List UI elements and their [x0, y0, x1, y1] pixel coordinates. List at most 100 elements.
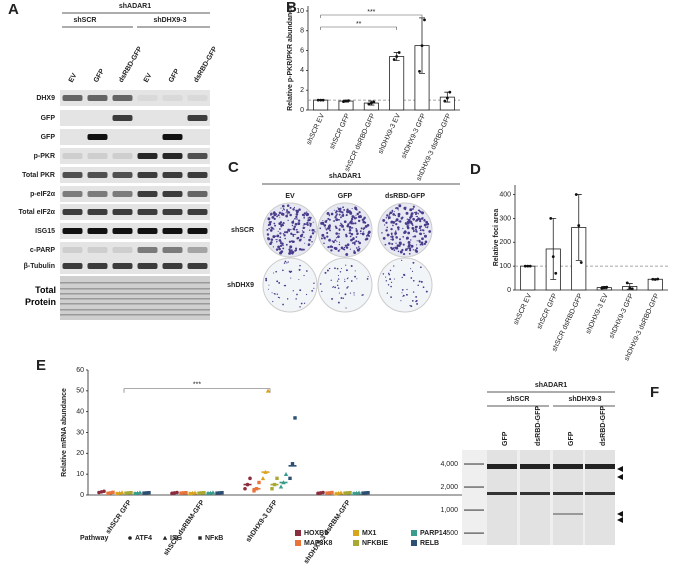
colony	[348, 229, 352, 232]
colony	[302, 231, 305, 234]
subgroup-label: shDHX9-3	[568, 396, 601, 403]
colony	[279, 244, 283, 247]
colony	[276, 239, 278, 241]
colony	[361, 232, 365, 236]
colony	[419, 225, 422, 228]
data-point	[602, 286, 606, 290]
colony	[314, 231, 316, 233]
colony	[406, 224, 408, 226]
data-point	[321, 490, 325, 495]
colony	[354, 243, 356, 246]
data-point	[199, 491, 204, 495]
lane-label: EV	[143, 72, 154, 84]
colony	[283, 262, 286, 264]
colony	[416, 240, 418, 242]
colony	[339, 271, 342, 273]
colony	[415, 300, 417, 303]
blot-band	[162, 134, 183, 140]
colony	[412, 249, 414, 251]
colony	[415, 225, 418, 228]
colony	[338, 210, 341, 213]
colony	[391, 242, 394, 246]
colony	[299, 289, 302, 292]
colony	[403, 231, 406, 234]
colony	[389, 278, 392, 281]
row-label: shSCR	[231, 227, 254, 234]
colony	[286, 298, 289, 300]
colony	[344, 244, 347, 247]
colony	[395, 218, 399, 222]
panel-letter: A	[8, 1, 19, 18]
data-point	[293, 416, 297, 420]
colony	[385, 276, 387, 278]
colony	[346, 277, 349, 280]
colony	[423, 234, 427, 238]
blot-band	[187, 228, 208, 234]
colony	[419, 210, 422, 213]
colony	[407, 240, 411, 244]
colony	[299, 306, 301, 308]
y-tick-label: 300	[499, 215, 511, 222]
colony	[386, 292, 388, 294]
blot-band	[187, 115, 208, 121]
data-point	[577, 224, 581, 227]
colony	[336, 213, 338, 215]
data-point	[348, 491, 352, 495]
colony	[424, 218, 426, 221]
data-point	[420, 44, 424, 48]
colony	[293, 206, 295, 209]
well	[317, 257, 373, 313]
colony	[340, 297, 343, 299]
gel-band	[520, 464, 550, 469]
colony	[274, 235, 277, 238]
colony	[296, 293, 298, 296]
blot-band	[112, 153, 133, 159]
y-tick-label: 10	[76, 471, 84, 478]
colony	[395, 223, 398, 225]
significance-label: **	[356, 21, 362, 28]
colony	[280, 250, 284, 254]
protein-stripe	[60, 282, 210, 284]
colony	[288, 248, 291, 251]
colony	[401, 216, 404, 219]
colony	[385, 280, 388, 282]
colony	[308, 216, 311, 219]
colony	[272, 246, 275, 248]
colony	[408, 247, 412, 250]
colony	[391, 211, 394, 213]
colony	[282, 247, 285, 250]
colony	[363, 216, 366, 220]
blot-row-label: Total Protein	[24, 285, 56, 307]
colony	[304, 242, 306, 244]
colony	[337, 287, 340, 289]
colony	[354, 206, 357, 210]
column-label: GFP	[338, 193, 353, 200]
colony	[388, 242, 391, 245]
colony	[417, 212, 419, 215]
colony	[287, 228, 291, 232]
data-point	[254, 487, 259, 491]
data-point	[443, 99, 447, 103]
blot-band	[87, 95, 108, 101]
colony	[297, 219, 301, 222]
colony	[280, 242, 282, 244]
x-tick-label: shSCR dsRBD-GFP	[551, 292, 584, 352]
colony	[294, 217, 296, 220]
data-point	[344, 99, 348, 103]
colony	[400, 300, 402, 302]
colony	[265, 279, 268, 282]
data-point	[367, 102, 371, 106]
colony	[278, 282, 281, 284]
blot-band	[112, 172, 133, 178]
data-point	[197, 491, 201, 495]
blot-band	[187, 191, 208, 197]
colony	[405, 211, 409, 215]
colony	[295, 223, 297, 225]
data-point	[252, 489, 256, 493]
colony	[406, 220, 409, 224]
blot-band	[62, 209, 83, 215]
data-point	[281, 480, 286, 485]
colony	[355, 214, 357, 216]
colony	[382, 218, 386, 222]
